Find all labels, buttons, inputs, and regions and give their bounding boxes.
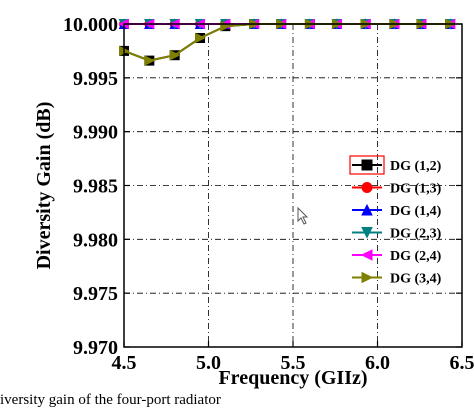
y-tick-label: 9.970: [73, 337, 118, 359]
data-point: [169, 49, 181, 61]
y-tick-labels: 9.970 9.975 9.980 9.985 9.990 9.995 10.000: [63, 14, 462, 359]
grid-lines: [124, 24, 462, 347]
legend-label: DG (2,3): [390, 227, 442, 242]
legend-label: DG (3,4): [390, 272, 442, 287]
legend-entry: DG (2,4): [352, 249, 442, 264]
diversity-gain-chart: 9.970 9.975 9.980 9.985 9.990 9.995 10.000 4.5…: [33, 14, 474, 389]
x-tick-labels: 4.5 5.0 5.5 6.0 6.5: [112, 341, 474, 374]
legend-marker: [361, 227, 373, 239]
y-tick-label: 9.995: [73, 68, 118, 90]
x-axis-label: Frequency (GIIz): [218, 367, 367, 389]
legend-entry: DG (3,4): [352, 272, 442, 287]
legend-entry: DG (1,3): [352, 182, 442, 197]
legend-marker: [361, 271, 374, 284]
legend-entry: DG (1,4): [352, 203, 442, 219]
y-tick-label: 10.000: [63, 14, 118, 36]
x-tick-label: 6.0: [365, 352, 390, 374]
data-point: [144, 55, 155, 66]
figure-caption: iversity gain of the four-port radiator: [0, 392, 221, 408]
mouse-cursor-icon: [297, 206, 309, 225]
legend: DG (1,2) DG (1,3) DG (1,4) DG (2,3) DG (2,4)…: [349, 155, 442, 287]
legend-marker: [361, 203, 373, 216]
legend-marker: [360, 249, 373, 261]
y-tick-label: 9.990: [73, 122, 118, 144]
legend-label: DG (1,3): [390, 182, 442, 197]
legend-highlight-box: [349, 155, 385, 175]
y-tick-label: 9.985: [73, 176, 118, 198]
legend-marker: [361, 159, 373, 171]
x-tick-label: 6.5: [450, 352, 474, 374]
series-DG (3,4): [119, 18, 456, 66]
y-axis-label: Diversity Gain (dB): [33, 102, 55, 270]
legend-label: DG (1,2): [390, 159, 442, 174]
legend-marker: [361, 182, 373, 193]
legend-label: DG (2,4): [390, 249, 442, 264]
legend-label: DG (1,4): [390, 204, 442, 219]
legend-entry: DG (1,2): [352, 159, 442, 174]
y-tick-label: 9.980: [73, 229, 118, 251]
x-tick-label: 5.5: [281, 352, 306, 374]
data-point: [195, 32, 206, 44]
x-tick-label: 4.5: [112, 352, 137, 374]
y-tick-label: 9.975: [73, 283, 118, 305]
series-layer: [118, 18, 456, 66]
legend-entry: DG (2,3): [352, 227, 442, 242]
x-tick-label: 5.0: [196, 352, 221, 374]
